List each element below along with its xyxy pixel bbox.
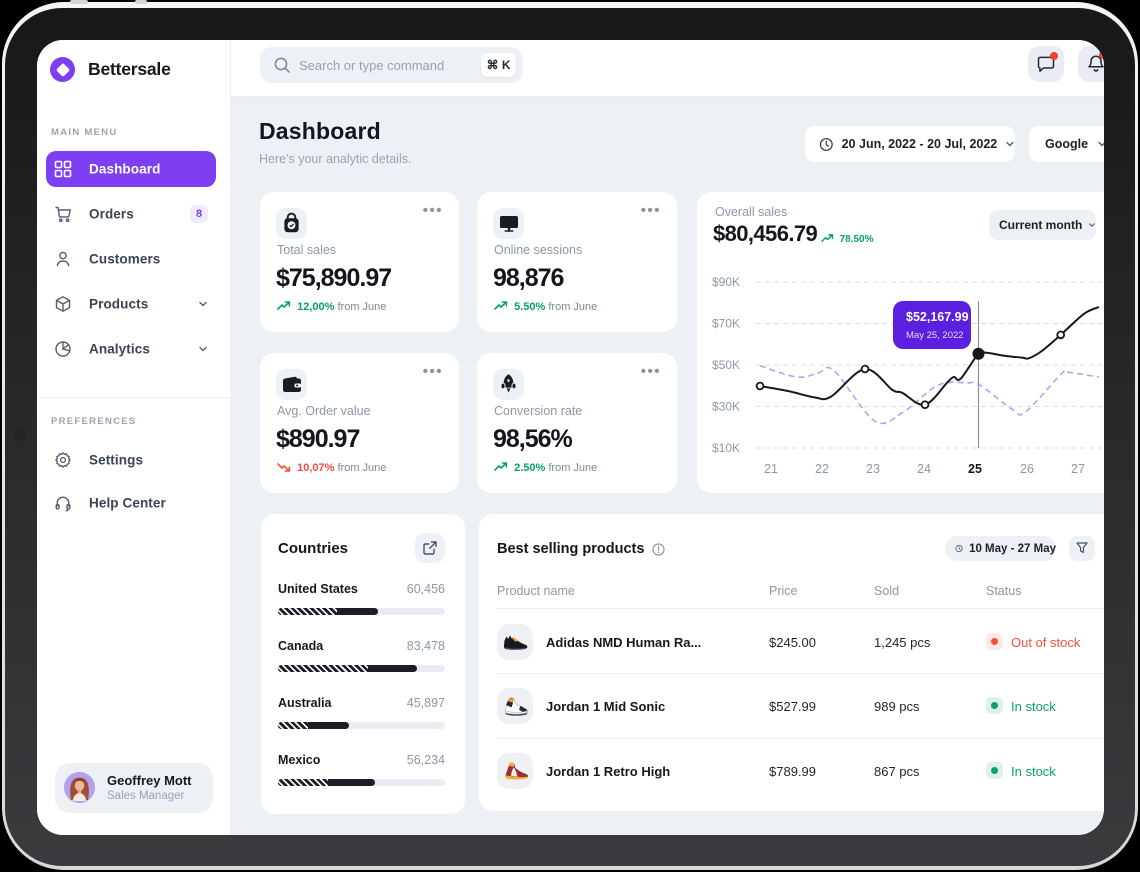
svg-text:$50K: $50K: [712, 358, 740, 372]
svg-text:May 25, 2022: May 25, 2022: [906, 330, 964, 341]
svg-text:21: 21: [764, 462, 778, 476]
svg-text:26: 26: [1020, 462, 1034, 476]
svg-text:$90K: $90K: [712, 275, 740, 289]
svg-text:22: 22: [815, 462, 829, 476]
svg-text:27: 27: [1071, 462, 1085, 476]
svg-text:25: 25: [968, 462, 982, 476]
svg-text:$70K: $70K: [712, 317, 740, 331]
svg-text:24: 24: [917, 462, 931, 476]
svg-text:$10K: $10K: [712, 441, 740, 455]
svg-text:23: 23: [866, 462, 880, 476]
svg-text:$30K: $30K: [712, 400, 740, 414]
svg-text:$52,167.99: $52,167.99: [906, 310, 969, 324]
